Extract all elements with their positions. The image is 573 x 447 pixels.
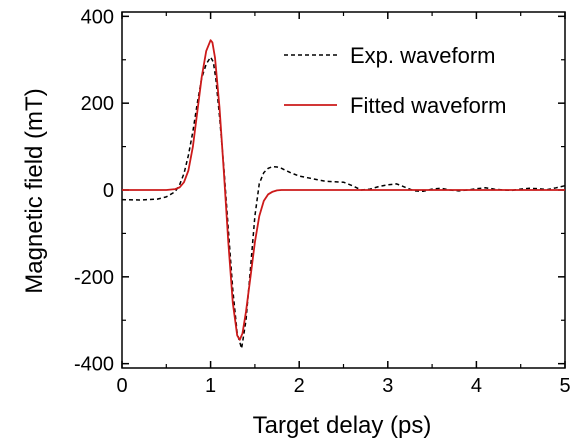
x-axis: 0 1 2 3 4 5 xyxy=(116,12,571,397)
legend-label-exp: Exp. waveform xyxy=(350,43,496,68)
x-tick-label: 4 xyxy=(471,375,482,397)
series-fitted-waveform-line xyxy=(122,39,565,341)
x-tick-label: 0 xyxy=(116,375,127,397)
legend-label-fitted: Fitted waveform xyxy=(350,93,507,118)
y-axis-title: Magnetic field (mT) xyxy=(21,88,48,293)
y-tick-label: -400 xyxy=(74,354,114,376)
legend: Exp. waveform Fitted waveform xyxy=(284,43,507,118)
x-tick-label: 2 xyxy=(294,375,305,397)
series-layer xyxy=(121,39,566,350)
x-tick-label: 1 xyxy=(205,375,216,397)
x-axis-title: Target delay (ps) xyxy=(253,412,432,439)
x-tick-label: 5 xyxy=(559,375,570,397)
y-tick-label: 200 xyxy=(81,93,114,115)
y-tick-label: 400 xyxy=(81,6,114,28)
x-tick-label: 3 xyxy=(382,375,393,397)
y-tick-label: -200 xyxy=(74,267,114,289)
y-tick-label: 0 xyxy=(103,180,114,202)
y-axis: -400 -200 0 200 400 xyxy=(74,6,565,376)
